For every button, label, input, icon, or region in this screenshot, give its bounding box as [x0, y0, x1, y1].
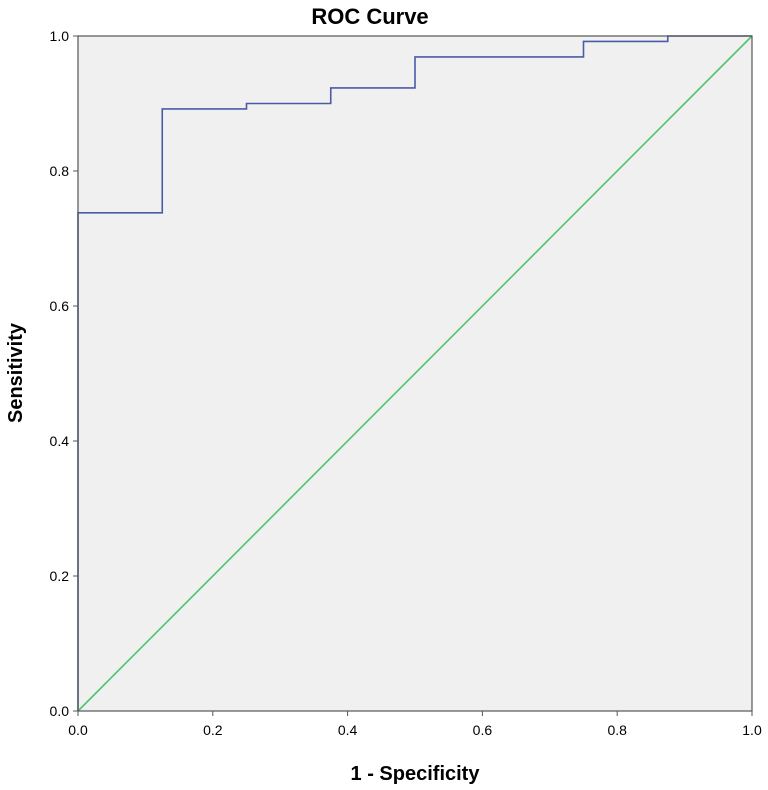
plot-frame: [77, 35, 753, 712]
x-tick-label: 1.0: [742, 722, 762, 738]
x-axis-label: 1 - Specificity: [351, 763, 481, 785]
x-tick-label: 0.4: [338, 722, 358, 738]
roc-curve-line: [77, 35, 752, 711]
y-tick-label: 0.6: [50, 298, 70, 314]
y-tick-label: 0.4: [50, 433, 70, 449]
reference-diagonal-line: [77, 35, 753, 712]
y-tick-label: 0.0: [50, 703, 70, 719]
y-axis-label: Sensitivity: [5, 322, 27, 423]
x-tick-label: 0.6: [473, 722, 493, 738]
y-tick-label: 0.8: [50, 163, 70, 179]
y-tick-label: 1.0: [50, 28, 70, 44]
y-tick-label: 0.2: [50, 568, 70, 584]
y-axis: 0.0 0.2 0.4 0.6 0.8 1.0: [50, 28, 78, 719]
series-layer: [77, 35, 753, 712]
x-tick-label: 0.2: [203, 722, 223, 738]
x-tick-label: 0.0: [68, 722, 88, 738]
x-tick-label: 0.8: [607, 722, 627, 738]
chart-title: ROC Curve: [311, 4, 428, 29]
x-axis: 0.0 0.2 0.4 0.6 0.8 1.0: [68, 711, 762, 738]
